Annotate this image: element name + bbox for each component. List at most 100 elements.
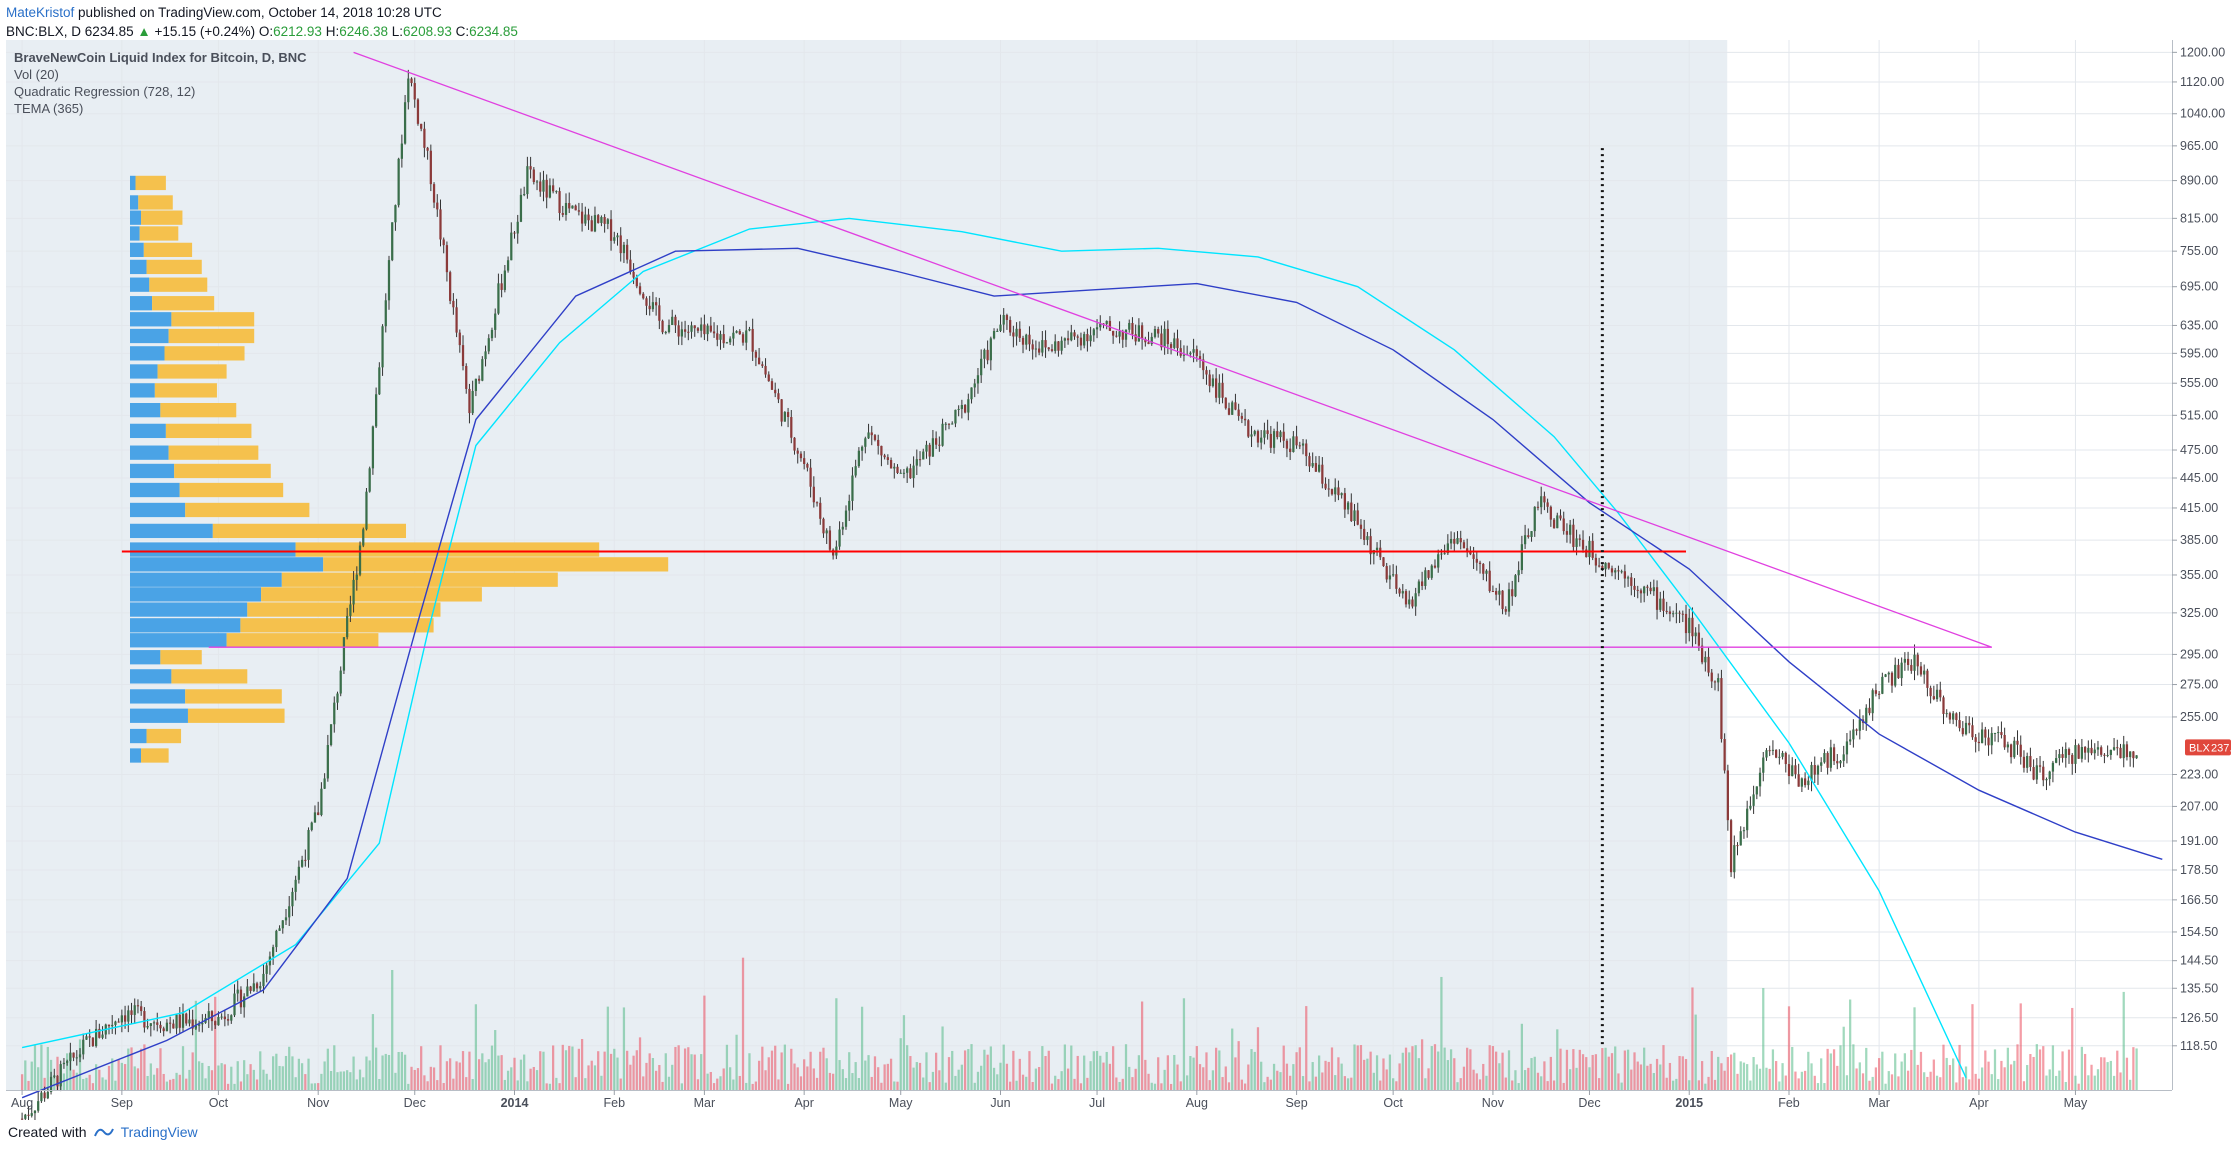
candle-body [220, 1016, 223, 1018]
candle-body [2103, 754, 2106, 756]
candle-body [613, 237, 616, 241]
volume-bar [516, 1080, 519, 1090]
candle-body [777, 393, 780, 400]
volume-bar [954, 1075, 957, 1090]
vp-up-bar [130, 587, 262, 602]
candle-body [1533, 506, 1536, 532]
vp-down-bar [212, 523, 406, 539]
candle-body [355, 574, 358, 580]
candle-body [1108, 320, 1112, 331]
candle-body [1224, 397, 1227, 409]
volume-bar [693, 1054, 696, 1090]
candle-body [1913, 654, 1916, 671]
volume-bar [2093, 1075, 2096, 1090]
volume-bar [133, 1066, 136, 1090]
candle-body [896, 466, 899, 473]
candle-body [700, 324, 703, 331]
candle-body [1382, 557, 1385, 567]
volume-bar [1160, 1083, 1163, 1090]
candle-body [114, 1021, 117, 1025]
volume-bar [1108, 1063, 1112, 1090]
volume-bar [1263, 1082, 1266, 1090]
volume-bar [2125, 1057, 2129, 1090]
candle-body [185, 1013, 188, 1024]
volume-bar [1955, 1082, 1958, 1090]
candle-body [172, 1023, 175, 1029]
volume-bar [925, 1052, 928, 1090]
candle-body [1845, 741, 1849, 755]
volume-bar [1340, 1063, 1343, 1090]
volume-bar [246, 1074, 249, 1090]
candle-body [2032, 767, 2035, 780]
candle-body [1900, 662, 1903, 679]
volume-bar [288, 1046, 291, 1090]
candle-body [37, 1101, 40, 1111]
volume-bar [661, 1081, 664, 1090]
candle-body [976, 375, 980, 384]
time-axis[interactable]: Aug Sep Oct Nov Dec 2014 Feb Mar Apr May Jun Jul Aug… [11, 1090, 2088, 1110]
candle-body [1314, 463, 1318, 472]
indicator-volume: Vol (20) [14, 67, 59, 82]
volume-bar [374, 1047, 378, 1090]
vp-down-bar [152, 296, 215, 311]
quadratic-regression-line[interactable] [21, 247, 2163, 1099]
volume-bar [1218, 1050, 1221, 1090]
volume-bar [294, 1077, 297, 1090]
price-axis[interactable]: 1200.00 1120.00 1040.00 965.00 890.00 815.00 7… [2172, 45, 2225, 1053]
candle-body [1173, 338, 1176, 348]
volume-bar [1482, 1063, 1485, 1090]
volume-bar [870, 1076, 873, 1090]
candle-body [1527, 535, 1530, 538]
volume-bar [339, 1071, 342, 1090]
volume-bar [606, 1006, 609, 1090]
candle-body [217, 1017, 220, 1026]
author-link[interactable]: MateKristof [6, 5, 75, 20]
candle-body [1379, 547, 1382, 558]
volume-bar [1266, 1076, 1269, 1090]
volume-bar [786, 1083, 790, 1090]
volume-bar [616, 1057, 619, 1090]
candle-body [1884, 674, 1887, 677]
candle-body [1739, 831, 1742, 846]
volume-bar [558, 1083, 561, 1090]
volume-bar [1453, 1058, 1456, 1090]
candle-body [294, 879, 297, 892]
volume-bar [1710, 1050, 1713, 1090]
volume-bar [1807, 1051, 1810, 1090]
candle-body [1340, 493, 1343, 496]
volume-bar [423, 1075, 426, 1090]
candle-body [1025, 334, 1028, 345]
candle-body [532, 169, 535, 182]
candle-body [957, 408, 960, 410]
candle-body [1659, 598, 1662, 610]
candle-body [1778, 756, 1781, 758]
x-tick-label: Apr [794, 1096, 813, 1110]
candle-body [1919, 666, 1923, 675]
volume-bar [1540, 1076, 1543, 1090]
candle-body [24, 1114, 27, 1119]
candle-body [1459, 538, 1462, 543]
volume-bar [2026, 1065, 2029, 1090]
tradingview-link[interactable]: TradingView [120, 1124, 198, 1140]
upper-trendline[interactable] [353, 51, 1992, 648]
close-label: C: [455, 24, 470, 39]
candle-body [1437, 554, 1440, 568]
y-tick-label: 355.00 [2180, 568, 2218, 582]
candle-body [745, 330, 748, 343]
candle-body [53, 1075, 56, 1077]
candle-body [1700, 645, 1704, 663]
candle-body [687, 331, 690, 333]
volume-bar [1697, 1080, 1701, 1090]
candle-body [1691, 617, 1694, 637]
volume-bar [82, 1078, 85, 1090]
volume-bar [671, 1064, 674, 1090]
tema-line[interactable] [21, 217, 1967, 1078]
volume-bar [1327, 1061, 1330, 1090]
candle-body [465, 365, 468, 389]
volume-bar [27, 1080, 30, 1090]
candle-body [1491, 591, 1495, 593]
price-chart[interactable]: 1200.00 1120.00 1040.00 965.00 890.00 815.00 7… [0, 40, 2235, 1120]
volume-bar [1749, 1080, 1752, 1090]
volume-bar [1652, 1072, 1655, 1090]
candle-body [236, 989, 239, 994]
